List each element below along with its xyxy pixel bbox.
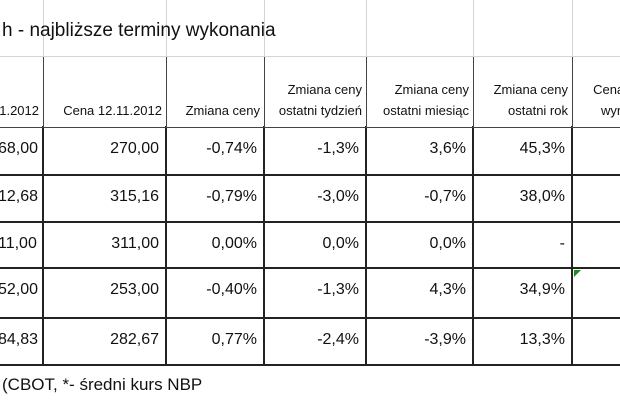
header-line: Zmiana ceny [287,82,362,97]
data-cell: 270,00 [42,126,167,176]
data-cell: -0,79% [165,174,265,223]
header-cell: Cena 1 wyraz [572,57,620,128]
data-cell: -0,7% [365,174,474,223]
data-cell: 52,00 [0,267,44,319]
data-cell: -3,0% [263,174,367,223]
grid-cell [0,0,44,57]
data-cell: -1,3% [263,267,367,319]
grid-cell [572,0,620,57]
grid-cell [264,0,367,57]
header-cell: Zmiana ceny ostatni miesiąc [366,57,474,128]
grid-cell [166,0,265,57]
data-cell: 0,00% [165,221,265,269]
data-cell: 282,67 [42,317,167,366]
data-cell: 13,3% [472,317,573,366]
data-cell: -2,4% [263,317,367,366]
data-cell: 34,9% [472,267,573,319]
header-line: Zmiana ceny [185,103,260,118]
header-cell: Zmiana ceny ostatni tydzień [264,57,367,128]
data-cell: 253,00 [42,267,167,319]
data-cell: - [472,221,573,269]
data-cell: -1,3% [263,126,367,176]
data-cell: 0,0% [263,221,367,269]
data-cell: 11,00 [0,221,44,269]
header-cell: .11.2012 [0,57,44,128]
sheet-title: h - najbliższe terminy wykonania [2,20,276,41]
data-cell [571,317,620,366]
header-cell: Zmiana ceny [166,57,265,128]
sheet-footer: (CBOT, *- średni kurs NBP [2,375,203,394]
data-cell: 4,3% [365,267,474,319]
data-cell [571,174,620,223]
data-cell [571,267,620,319]
header-line: ostatni miesiąc [383,103,469,118]
data-cell [571,221,620,269]
header-line: Zmiana ceny [394,82,469,97]
data-cell: 84,83 [0,317,44,366]
data-cell: 12,68 [0,174,44,223]
header-line: Zmiana ceny [493,82,568,97]
header-line: ostatni rok [508,103,568,118]
data-cell: 38,0% [472,174,573,223]
header-line: wyraz [601,103,620,118]
grid-cell [43,0,167,57]
data-cell: 68,00 [0,126,44,176]
header-line: ostatni tydzień [278,103,362,118]
grid-cell [473,0,573,57]
data-cell: -0,40% [165,267,265,319]
header-cell: Zmiana ceny ostatni rok [473,57,573,128]
data-cell: 45,3% [472,126,573,176]
header-line: Cena 1 [593,82,620,97]
data-cell: -3,9% [365,317,474,366]
comment-marker [574,270,581,277]
header-line: Cena 12.11.2012 [63,103,162,118]
data-cell [571,126,620,176]
header-cell: Cena 12.11.2012 [43,57,167,128]
data-cell: 0,77% [165,317,265,366]
data-cell: 0,0% [365,221,474,269]
data-cell: -0,74% [165,126,265,176]
data-cell: 3,6% [365,126,474,176]
header-line: .11.2012 [0,103,39,118]
data-cell: 315,16 [42,174,167,223]
data-cell: 311,00 [42,221,167,269]
grid-cell [366,0,474,57]
